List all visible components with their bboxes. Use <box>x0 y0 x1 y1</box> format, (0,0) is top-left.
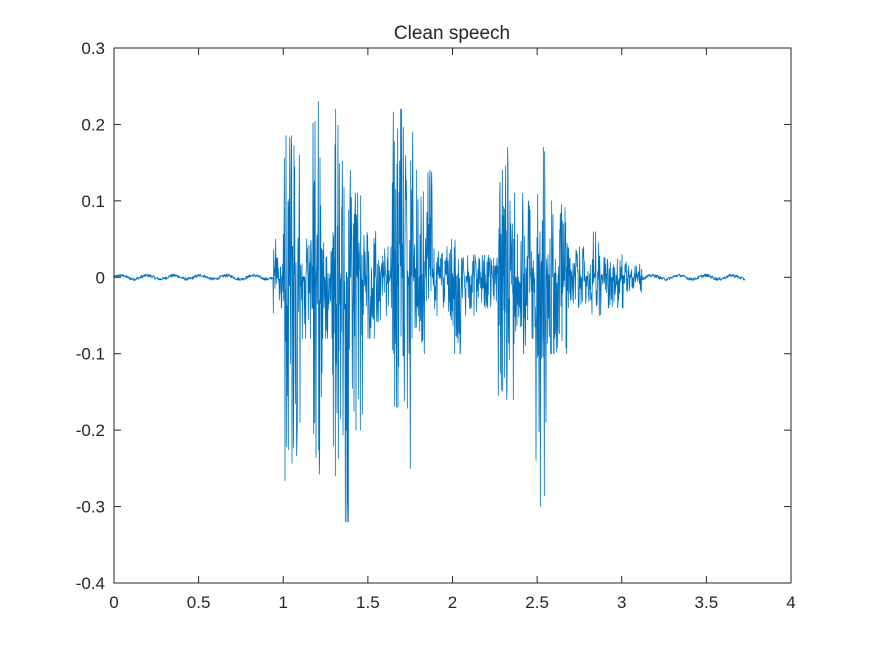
x-tick-label: 2.5 <box>525 593 549 612</box>
y-tick-label: 0.2 <box>81 115 105 134</box>
x-tick-label: 1.5 <box>356 593 380 612</box>
x-tick-label: 1 <box>279 593 288 612</box>
y-tick-label: -0.4 <box>76 574 105 593</box>
y-tick-label: -0.2 <box>76 421 105 440</box>
axes-layer: 0 0.5 1 1.5 2 2.5 3 3.5 4 -0.4 -0.3 -0.2 -0.1 0 0.1 0.2… <box>76 39 796 612</box>
plot-background <box>114 48 791 583</box>
waveform-line <box>113 101 746 523</box>
x-tick-label: 0 <box>109 593 118 612</box>
x-tick-label: 3.5 <box>695 593 719 612</box>
y-tick-label: 0.1 <box>81 192 105 211</box>
y-tick-label: 0.3 <box>81 39 105 58</box>
x-tick-label: 4 <box>786 593 795 612</box>
x-tick-label: 3 <box>617 593 626 612</box>
y-tick-label: 0 <box>96 268 105 287</box>
signal-layer <box>113 101 746 523</box>
y-tick-label: -0.3 <box>76 498 105 517</box>
chart-title: Clean speech <box>394 23 510 44</box>
x-tick-label: 0.5 <box>187 593 211 612</box>
x-tick-label: 2 <box>448 593 457 612</box>
y-tick-label: -0.1 <box>76 345 105 364</box>
